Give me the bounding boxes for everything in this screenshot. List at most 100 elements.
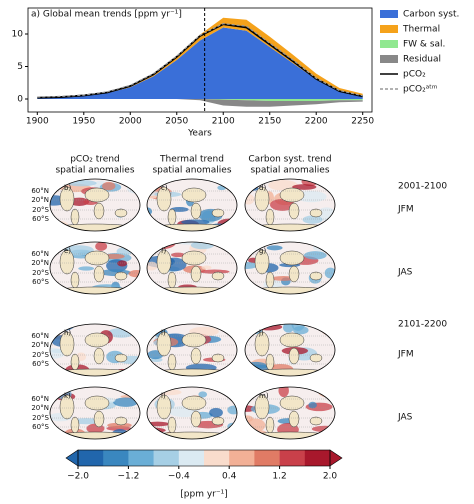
land xyxy=(211,353,225,363)
colorbar-segment xyxy=(103,450,129,466)
anomaly xyxy=(107,422,132,428)
legend-label: Thermal xyxy=(402,25,440,35)
colorbar-segment xyxy=(254,450,280,466)
anomaly xyxy=(147,421,170,427)
land xyxy=(181,395,207,411)
land xyxy=(190,202,202,220)
anomaly xyxy=(198,391,208,398)
map xyxy=(50,242,140,294)
colorbar-segment xyxy=(204,450,230,466)
anomaly xyxy=(171,252,185,258)
x-tick-label: 2000 xyxy=(119,117,142,127)
map xyxy=(245,324,335,376)
land xyxy=(156,394,172,420)
panel-letter: b) xyxy=(64,184,71,192)
land xyxy=(190,410,202,428)
land xyxy=(181,187,207,203)
map xyxy=(50,179,140,231)
y-tick-label: 10 xyxy=(12,30,24,40)
anomaly xyxy=(95,242,108,251)
legend-label: pCO₂ xyxy=(403,70,426,80)
lat-label: 20°S xyxy=(32,269,49,277)
land xyxy=(309,416,323,426)
season-label: JAS xyxy=(397,413,413,423)
colorbar-segment xyxy=(78,450,104,466)
anomaly xyxy=(147,261,158,271)
land xyxy=(279,332,305,348)
land xyxy=(114,271,128,281)
colorbar-tick-label: 1.2 xyxy=(272,472,286,482)
legend-label: Residual xyxy=(403,55,441,65)
map-outline xyxy=(49,241,141,295)
anomaly xyxy=(227,405,237,415)
colorbar-segment xyxy=(178,450,205,466)
land xyxy=(279,395,305,411)
map xyxy=(147,179,237,231)
land xyxy=(181,250,207,266)
land xyxy=(288,202,300,220)
colorbar-tick-label: −0.4 xyxy=(168,472,190,482)
lat-label: 20°N xyxy=(31,259,49,267)
land xyxy=(190,265,202,283)
x-tick-label: 2050 xyxy=(165,117,188,127)
land xyxy=(93,202,105,220)
map-outline xyxy=(146,241,238,295)
legend-swatch xyxy=(380,10,398,18)
lat-label: 20°S xyxy=(32,206,49,214)
land xyxy=(181,332,207,348)
panel-letter: e) xyxy=(64,247,71,255)
anomaly xyxy=(245,251,252,259)
land xyxy=(254,186,270,212)
colorbar-extend xyxy=(65,449,79,467)
legend-label: FW & sal. xyxy=(403,40,445,50)
anomaly xyxy=(302,215,323,224)
anomaly xyxy=(245,224,263,231)
land xyxy=(167,416,177,434)
land xyxy=(70,208,80,226)
panel-letter: l) xyxy=(161,392,166,400)
anomaly xyxy=(227,422,237,430)
x-tick-label: 1900 xyxy=(26,117,49,127)
lat-label: 60°S xyxy=(32,278,49,286)
land xyxy=(167,208,177,226)
anomaly xyxy=(69,197,90,206)
land xyxy=(59,331,75,357)
anomaly xyxy=(266,245,283,251)
anomaly xyxy=(321,324,335,336)
line xyxy=(37,22,363,98)
land xyxy=(279,187,305,203)
land xyxy=(84,332,110,348)
map xyxy=(50,387,140,439)
land xyxy=(114,416,128,426)
legend-swatch xyxy=(380,55,398,63)
anomaly xyxy=(50,225,71,231)
land xyxy=(288,410,300,428)
column-title: Thermal trend xyxy=(159,155,224,165)
land xyxy=(265,416,275,434)
anomaly xyxy=(317,387,335,398)
land xyxy=(265,353,275,371)
panel-letter: c) xyxy=(161,184,168,192)
land xyxy=(114,208,128,218)
period-label: 2101-2200 xyxy=(398,320,447,330)
land xyxy=(59,394,75,420)
plot-frame xyxy=(27,7,373,113)
anomaly xyxy=(147,423,153,433)
anomaly xyxy=(102,181,116,191)
lat-label: 20°S xyxy=(32,351,49,359)
land xyxy=(93,410,105,428)
panel-letter: m) xyxy=(259,392,269,400)
anomaly xyxy=(292,184,317,190)
area xyxy=(37,27,363,99)
land xyxy=(70,353,80,371)
lat-label: 60°S xyxy=(32,360,49,368)
colorbar-segment xyxy=(153,450,180,466)
anomaly xyxy=(50,347,66,359)
land xyxy=(211,208,225,218)
column-title: pCO₂ trend xyxy=(70,155,120,165)
land xyxy=(59,186,75,212)
map-outline xyxy=(244,178,336,232)
colorbar-segment xyxy=(304,450,331,466)
